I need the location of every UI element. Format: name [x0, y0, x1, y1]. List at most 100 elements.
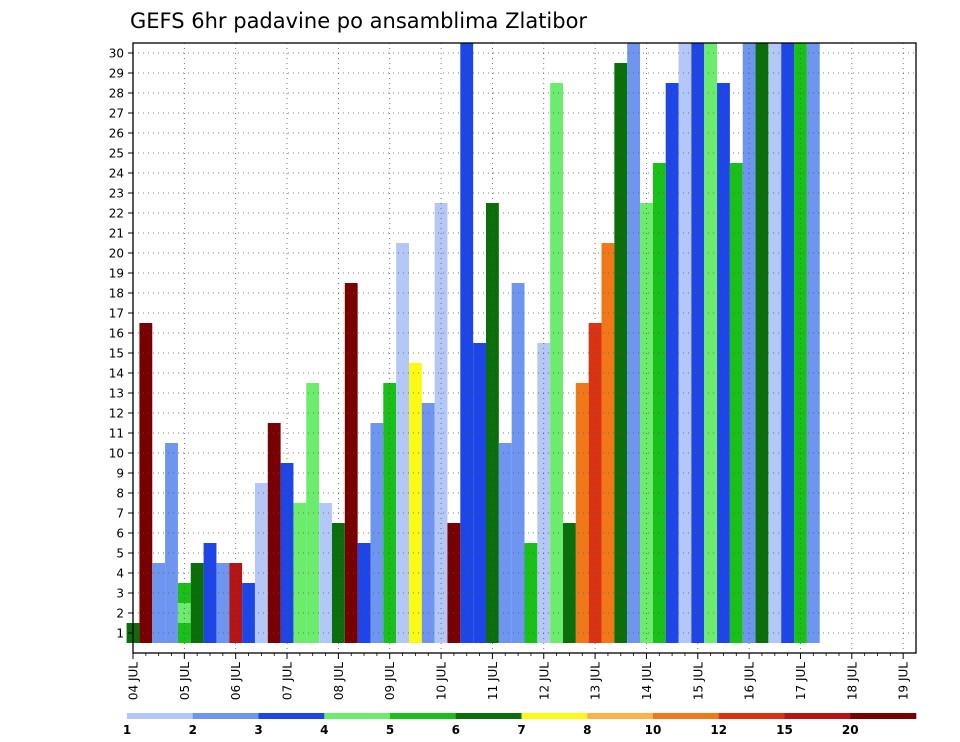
heatmap-cell: [665, 363, 679, 383]
heatmap-cell: [550, 423, 564, 443]
x-tick-label: 05 JUL: [178, 662, 192, 700]
heatmap-cell: [460, 403, 474, 423]
heatmap-cell: [575, 403, 589, 423]
heatmap-cell: [729, 503, 743, 523]
heatmap-cell: [614, 183, 628, 203]
heatmap-cell: [524, 543, 538, 563]
heatmap-cell: [473, 583, 486, 603]
heatmap-cell: [665, 563, 679, 583]
heatmap-cell: [781, 443, 795, 463]
heatmap-cell: [678, 143, 692, 163]
heatmap-cell: [396, 483, 409, 503]
heatmap-cell: [216, 563, 230, 583]
heatmap-cell: [460, 143, 474, 163]
heatmap-cell: [408, 503, 422, 523]
heatmap-cell: [139, 463, 153, 483]
heatmap-cell: [344, 403, 358, 423]
heatmap-cell: [498, 623, 512, 643]
heatmap-cell: [781, 143, 795, 163]
heatmap-cell: [344, 563, 358, 583]
heatmap-cell: [267, 623, 281, 643]
heatmap-cell: [614, 103, 628, 123]
heatmap-cell: [563, 563, 576, 583]
heatmap-cell: [652, 503, 666, 523]
heatmap-cell: [768, 403, 782, 423]
heatmap-cell: [781, 423, 795, 443]
heatmap-cell: [498, 603, 512, 623]
heatmap-cell: [139, 383, 153, 403]
heatmap-cell: [729, 623, 743, 643]
heatmap-cell: [781, 103, 795, 123]
heatmap-cell: [678, 263, 692, 283]
heatmap-cell: [306, 423, 320, 443]
heatmap-cell: [165, 543, 178, 563]
heatmap-cell: [267, 463, 281, 483]
heatmap-cell: [139, 563, 153, 583]
heatmap-cell: [781, 403, 795, 423]
heatmap-cell: [704, 343, 718, 363]
heatmap-cell: [704, 463, 718, 483]
heatmap-cell: [601, 583, 615, 603]
heatmap-cell: [460, 343, 474, 363]
x-tick-label: 11 JUL: [486, 662, 500, 700]
y-tick-label: 14: [109, 367, 124, 381]
heatmap-cell: [165, 483, 178, 503]
heatmap-cell: [190, 563, 204, 583]
heatmap-cell: [614, 263, 628, 283]
y-tick-label: 25: [109, 147, 124, 161]
colorbar-label: 6: [452, 723, 460, 737]
heatmap-cell: [473, 543, 486, 563]
heatmap-cell: [165, 503, 178, 523]
colorbar-label: 12: [710, 723, 727, 737]
heatmap-cell: [755, 583, 769, 603]
heatmap-cell: [344, 323, 358, 343]
heatmap-cell: [768, 523, 782, 543]
heatmap-cell: [665, 443, 679, 463]
heatmap-cell: [254, 623, 268, 643]
heatmap-cell: [575, 603, 589, 623]
heatmap-cell: [755, 263, 769, 283]
heatmap-cell: [396, 243, 409, 263]
heatmap-cell: [768, 543, 782, 563]
heatmap-cell: [781, 43, 795, 63]
heatmap-cell: [704, 43, 718, 63]
heatmap-cell: [781, 183, 795, 203]
heatmap-cell: [768, 243, 782, 263]
heatmap-cell: [601, 623, 615, 643]
heatmap-cell: [396, 503, 409, 523]
heatmap-cell: [524, 623, 538, 643]
heatmap-cell: [614, 463, 628, 483]
heatmap-cell: [460, 523, 474, 543]
heatmap-cell: [652, 263, 666, 283]
heatmap-cell: [755, 83, 769, 103]
heatmap-cell: [678, 203, 692, 223]
heatmap-cell: [704, 263, 718, 283]
heatmap-cell: [408, 403, 422, 423]
heatmap-cell: [575, 443, 589, 463]
colorbar-segment: [127, 713, 194, 719]
heatmap-cell: [267, 543, 281, 563]
heatmap-cell: [755, 303, 769, 323]
heatmap-cell: [652, 563, 666, 583]
heatmap-cell: [473, 363, 486, 383]
heatmap-cell: [139, 543, 153, 563]
heatmap-cell: [165, 523, 178, 543]
heatmap-cell: [729, 543, 743, 563]
heatmap-cell: [665, 423, 679, 443]
heatmap-cell: [550, 383, 564, 403]
heatmap-cell: [344, 523, 358, 543]
heatmap-cell: [678, 423, 692, 443]
heatmap-cell: [370, 443, 384, 463]
heatmap-cell: [665, 463, 679, 483]
heatmap-cell: [267, 583, 281, 603]
heatmap-cell: [408, 383, 422, 403]
heatmap-cell: [203, 623, 217, 643]
heatmap-cell: [678, 283, 692, 303]
heatmap-cell: [550, 123, 564, 143]
heatmap-cell: [665, 503, 679, 523]
heatmap-cell: [293, 543, 307, 563]
heatmap-cell: [550, 343, 564, 363]
heatmap-cell: [704, 83, 718, 103]
heatmap-cell: [652, 283, 666, 303]
heatmap-cell: [614, 203, 628, 223]
